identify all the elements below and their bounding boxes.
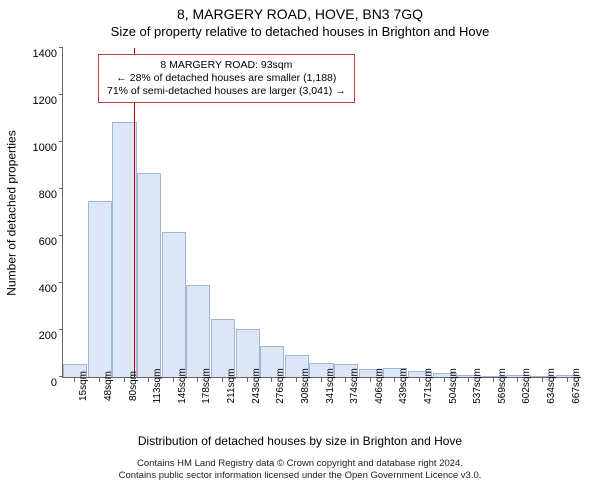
x-tick-label: 211sqm [226,369,237,404]
y-tick-mark [59,94,63,95]
x-tick-mark [247,378,248,382]
x-tick-mark [468,378,469,382]
annotation-box: 8 MARGERY ROAD: 93sqm ← 28% of detached … [98,54,355,103]
y-tick-label: 1400 [17,48,63,60]
x-tick-mark [99,378,100,382]
x-tick-mark [124,378,125,382]
y-tick-label: 1200 [17,95,63,107]
x-tick-mark [444,378,445,382]
y-tick-label: 0 [17,377,63,389]
x-tick-label: 341sqm [325,368,336,404]
x-tick-label: 308sqm [300,368,311,404]
x-tick-mark [517,378,518,382]
x-tick-label: 243sqm [251,368,262,404]
x-tick-mark [542,378,543,382]
y-tick-mark [59,141,63,142]
histogram-bar [137,173,161,377]
y-tick-label: 200 [17,330,63,342]
y-tick-label: 400 [17,283,63,295]
x-tick-label: 602sqm [521,368,532,404]
annotation-line-2: ← 28% of detached houses are smaller (1,… [107,72,346,85]
chart-container: 8, MARGERY ROAD, HOVE, BN3 7GQ Size of p… [0,0,600,500]
y-tick-label: 800 [17,189,63,201]
x-tick-label: 634sqm [546,368,557,404]
x-tick-label: 471sqm [423,368,434,404]
y-tick-label: 1000 [17,142,63,154]
x-axis-labels: 15sqm48sqm80sqm113sqm145sqm178sqm211sqm2… [62,378,580,438]
x-tick-mark [345,378,346,382]
x-tick-label: 374sqm [349,368,360,404]
x-tick-mark [296,378,297,382]
x-tick-mark [197,378,198,382]
chart-title: 8, MARGERY ROAD, HOVE, BN3 7GQ [0,6,600,22]
x-tick-label: 145sqm [177,368,188,404]
annotation-line-1: 8 MARGERY ROAD: 93sqm [107,59,346,72]
x-tick-label: 569sqm [497,368,508,404]
y-tick-mark [59,47,63,48]
plot-area: 8 MARGERY ROAD: 93sqm ← 28% of detached … [62,48,580,378]
y-tick-mark [59,188,63,189]
x-tick-mark [493,378,494,382]
x-tick-mark [271,378,272,382]
y-tick-mark [59,376,63,377]
x-tick-mark [370,378,371,382]
x-tick-label: 178sqm [201,368,212,404]
x-tick-label: 406sqm [374,368,385,404]
x-tick-label: 667sqm [571,368,582,404]
chart-footer: Contains HM Land Registry data © Crown c… [0,458,600,483]
x-tick-label: 439sqm [398,368,409,404]
x-tick-mark [394,378,395,382]
x-tick-mark [321,378,322,382]
x-tick-label: 15sqm [78,371,89,401]
x-tick-label: 276sqm [275,368,286,404]
y-tick-mark [59,235,63,236]
annotation-line-3: 71% of semi-detached houses are larger (… [107,85,346,98]
x-tick-mark [222,378,223,382]
x-tick-label: 504sqm [448,368,459,404]
histogram-bar [88,201,112,377]
x-tick-label: 113sqm [152,369,163,404]
x-tick-label: 48sqm [103,371,114,401]
y-tick-mark [59,282,63,283]
y-tick-mark [59,329,63,330]
x-tick-label: 80sqm [128,371,139,401]
x-tick-mark [419,378,420,382]
x-axis-title: Distribution of detached houses by size … [0,434,600,448]
x-tick-mark [173,378,174,382]
footer-line-1: Contains HM Land Registry data © Crown c… [0,458,600,470]
histogram-bar [186,285,210,377]
x-tick-mark [74,378,75,382]
histogram-bar [112,122,136,377]
histogram-bar [162,232,186,377]
footer-line-2: Contains public sector information licen… [0,470,600,482]
chart-subtitle: Size of property relative to detached ho… [0,24,600,39]
x-tick-mark [567,378,568,382]
y-tick-label: 600 [17,236,63,248]
x-tick-mark [148,378,149,382]
x-tick-label: 537sqm [472,368,483,404]
